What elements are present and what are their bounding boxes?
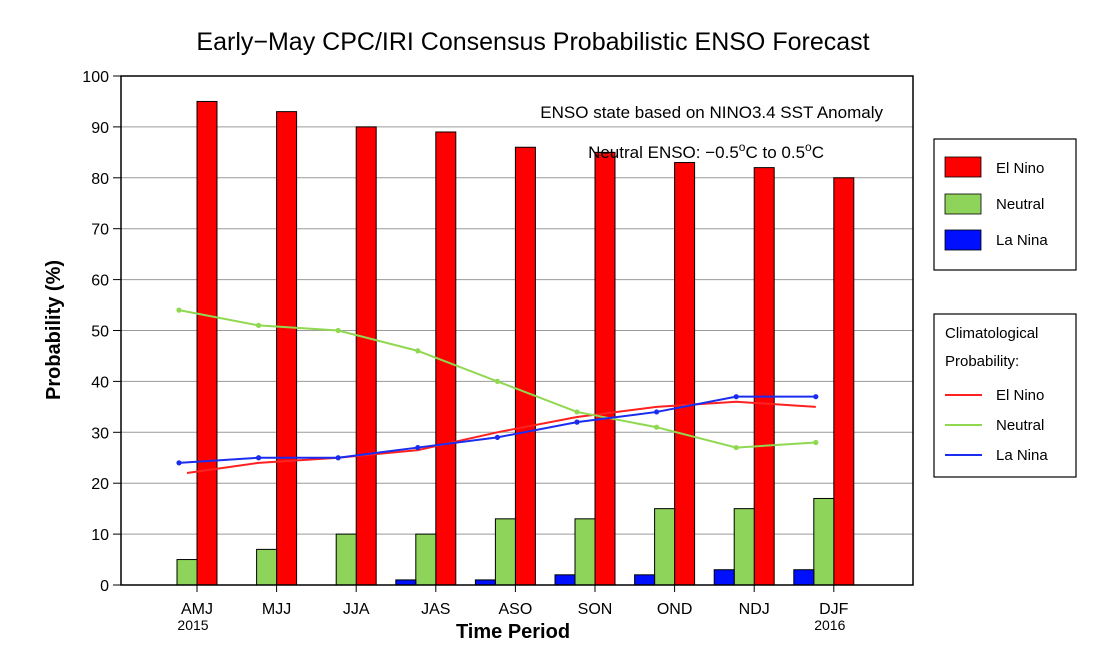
bar-el-nino — [674, 162, 696, 586]
clim-point-neutral — [176, 307, 182, 313]
y-tick-label: 0 — [100, 578, 109, 595]
clim-point-neutral — [335, 327, 341, 334]
legend-label-la-nina: La Nina — [996, 232, 1048, 249]
x-year-label: 2015 — [177, 617, 208, 633]
y-tick-label: 40 — [91, 374, 109, 391]
legend-swatch-neutral — [944, 193, 982, 215]
legend-clim-label-la-nina: La Nina — [996, 447, 1048, 464]
clim-point-neutral — [415, 348, 421, 354]
legend-series: El Nino Neutral La Nina — [933, 138, 1077, 271]
legend-climatology-title-1: Climatological — [945, 325, 1038, 342]
bar-neutral — [335, 533, 357, 586]
x-tick-label: SON — [578, 601, 613, 618]
bar-la-nina — [554, 574, 576, 586]
annotation-line-1: ENSO state based on NINO3.4 SST Anomaly — [540, 103, 883, 122]
x-year-label: 2016 — [814, 617, 845, 633]
clim-point-neutral — [654, 424, 660, 430]
bar-el-nino — [833, 177, 855, 586]
x-tick-label: MJJ — [262, 601, 291, 618]
annotation-line-2: Neutral ENSO: −0.5oC to 0.5oC — [588, 140, 824, 162]
bar-la-nina — [395, 579, 417, 586]
bar-neutral — [415, 533, 437, 586]
y-tick-label: 50 — [91, 324, 109, 341]
bar-el-nino — [276, 111, 298, 586]
bar-el-nino — [753, 167, 775, 586]
clim-line-la-nina — [178, 395, 816, 464]
plot-frame — [120, 75, 914, 586]
climatology-lines — [176, 307, 819, 475]
x-tick-label: ASO — [499, 601, 533, 618]
clim-point-la-nina — [813, 394, 819, 400]
clim-line-el-nino — [186, 400, 816, 475]
bar-el-nino — [355, 126, 377, 586]
clim-point-la-nina — [654, 409, 660, 415]
bar-la-nina — [634, 574, 656, 586]
clim-point-neutral — [574, 409, 580, 415]
legend-label-el-nino: El Nino — [996, 160, 1044, 177]
bar-la-nina — [793, 569, 815, 586]
x-tick-label: JAS — [421, 601, 450, 618]
y-tick-label: 60 — [91, 273, 109, 290]
x-axis-ticks: AMJ MJJ JJA JAS ASO SON OND NDJ DJF 2015 2016 — [177, 585, 849, 633]
bar-neutral — [494, 518, 516, 586]
bars — [176, 100, 855, 586]
x-axis-title: Time Period — [456, 621, 570, 643]
y-tick-label: 90 — [91, 120, 109, 137]
y-axis-ticks: 0 10 20 30 40 50 60 70 80 90 100 — [82, 69, 121, 595]
y-tick-label: 30 — [91, 425, 109, 442]
y-tick-label: 20 — [91, 476, 109, 493]
clim-point-neutral — [256, 322, 262, 329]
x-tick-label: AMJ — [181, 601, 213, 618]
clim-point-la-nina — [176, 460, 182, 466]
x-tick-label: OND — [657, 601, 693, 618]
clim-point-neutral — [733, 444, 739, 451]
legend-clim-label-neutral: Neutral — [996, 417, 1044, 434]
legend-climatology: Climatological Probability: El Nino Neut… — [933, 313, 1077, 478]
bar-el-nino — [594, 151, 616, 586]
legend-label-neutral: Neutral — [996, 196, 1044, 213]
clim-point-neutral — [813, 439, 819, 446]
clim-point-la-nina — [335, 455, 341, 461]
y-tick-label: 10 — [91, 527, 109, 544]
chart-title: Early−May CPC/IRI Consensus Probabilisti… — [196, 28, 869, 56]
bar-la-nina — [474, 579, 496, 586]
legend-climatology-title-2: Probability: — [945, 353, 1019, 370]
bar-neutral — [733, 508, 755, 586]
bar-la-nina — [713, 569, 735, 586]
bar-neutral — [574, 518, 596, 586]
clim-point-la-nina — [733, 394, 739, 400]
bar-el-nino — [196, 100, 218, 586]
bar-neutral — [256, 548, 278, 586]
y-tick-label: 100 — [82, 69, 109, 86]
clim-point-la-nina — [256, 455, 262, 461]
legend-clim-label-el-nino: El Nino — [996, 387, 1044, 404]
x-tick-label: NDJ — [739, 601, 770, 618]
y-tick-label: 80 — [91, 171, 109, 188]
clim-point-neutral — [494, 378, 500, 384]
bar-neutral — [813, 497, 835, 586]
bar-neutral — [176, 559, 198, 586]
clim-point-la-nina — [494, 434, 500, 440]
y-tick-label: 70 — [91, 222, 109, 239]
bar-neutral — [654, 508, 676, 586]
clim-point-la-nina — [415, 444, 421, 451]
x-tick-label: DJF — [819, 601, 849, 618]
x-tick-label: JJA — [343, 601, 370, 618]
legend-swatch-la-nina — [944, 229, 982, 251]
y-axis-title: Probability (%) — [43, 260, 65, 400]
legend-swatch-el-nino — [944, 156, 982, 178]
bar-el-nino — [514, 146, 536, 586]
clim-point-la-nina — [574, 419, 580, 425]
